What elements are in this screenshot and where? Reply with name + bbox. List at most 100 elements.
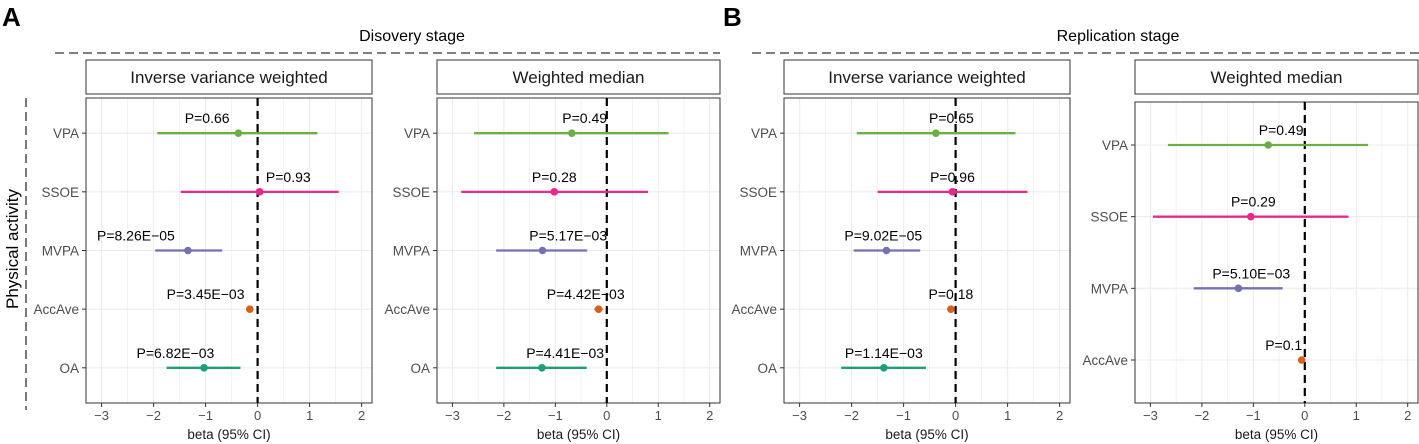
p-value-label: P=5.10E−03 <box>1212 265 1290 281</box>
beta-point <box>594 305 603 313</box>
stage-b-title: Replication stage <box>1057 28 1180 45</box>
p-value-label: P=0.49 <box>1259 122 1304 138</box>
panel-b-letter: B <box>723 2 742 32</box>
x-tick-label: 2 <box>1404 408 1411 423</box>
beta-point <box>1264 141 1273 149</box>
beta-point <box>538 364 546 372</box>
x-tick-label: 2 <box>358 408 365 423</box>
beta-point <box>550 188 559 196</box>
p-value-label: P=9.02E−05 <box>844 228 922 244</box>
p-value-label: P=0.93 <box>266 169 311 185</box>
y-tick-label: VPA <box>53 126 79 141</box>
x-tick-label: 0 <box>952 408 959 423</box>
x-axis-label: beta (95% CI) <box>537 427 620 442</box>
panel-title: Weighted median <box>513 68 645 87</box>
p-value-label: P=5.17E−03 <box>529 228 607 244</box>
p-value-label: P=0.1 <box>1265 337 1302 353</box>
plot-border <box>1134 101 1419 404</box>
x-tick-label: 1 <box>306 408 313 423</box>
y-tick-label: OA <box>757 361 777 376</box>
panel-title: Inverse variance weighted <box>828 68 1026 87</box>
y-tick-label: SSOE <box>392 185 430 200</box>
x-tick-label: 1 <box>1004 408 1011 423</box>
beta-point <box>184 246 192 255</box>
y-tick-label: VPA <box>1102 138 1128 153</box>
beta-point <box>882 246 891 255</box>
x-tick-label: 1 <box>655 408 662 423</box>
y-tick-label: AccAve <box>731 302 777 317</box>
y-tick-label: VPA <box>751 126 777 141</box>
beta-point <box>947 305 955 313</box>
y-tick-label: MVPA <box>393 244 430 259</box>
y-tick-label: VPA <box>404 126 430 141</box>
x-tick-label: −2 <box>496 408 511 423</box>
p-value-label: P=0.18 <box>929 286 974 302</box>
p-value-label: P=0.28 <box>532 169 577 185</box>
beta-point <box>246 305 254 313</box>
beta-point <box>932 129 940 137</box>
x-tick-label: −3 <box>1143 408 1158 423</box>
p-value-label: P=8.26E−05 <box>97 228 175 244</box>
beta-point <box>234 129 243 137</box>
y-tick-label: AccAve <box>1082 353 1128 368</box>
p-value-label: P=0.29 <box>1231 194 1276 210</box>
p-value-label: P=1.14E−03 <box>845 345 923 361</box>
beta-point <box>538 246 547 255</box>
x-axis-label: beta (95% CI) <box>1235 427 1318 442</box>
y-tick-label: OA <box>59 361 79 376</box>
x-tick-label: −3 <box>94 408 109 423</box>
x-tick-label: 0 <box>1301 408 1308 423</box>
x-tick-label: −1 <box>198 408 213 423</box>
y-tick-label: MVPA <box>1091 281 1128 296</box>
x-tick-label: −2 <box>844 408 859 423</box>
panel-strip <box>1134 59 1419 95</box>
p-value-label: P=6.82E−03 <box>137 345 215 361</box>
p-value-label: P=4.41E−03 <box>526 345 604 361</box>
beta-point <box>568 129 576 137</box>
y-tick-label: AccAve <box>384 302 430 317</box>
beta-point <box>1297 356 1306 364</box>
forest-panel-3: Inverse variance weighted −3 −2 −1 0 1 2 beta (… <box>731 59 1071 442</box>
p-value-label: P=0.96 <box>930 169 975 185</box>
x-tick-label: −2 <box>1194 408 1209 423</box>
x-tick-label: 0 <box>603 408 610 423</box>
x-tick-label: 1 <box>1353 408 1360 423</box>
panel-strip <box>85 59 373 95</box>
x-tick-label: −3 <box>445 408 460 423</box>
y-tick-label: OA <box>410 361 430 376</box>
panel-strip <box>783 59 1071 95</box>
beta-point <box>1246 212 1255 221</box>
x-tick-label: 2 <box>706 408 713 423</box>
y-group-label: Physical activity <box>3 189 22 309</box>
y-tick-label: SSOE <box>1090 210 1128 225</box>
panel-title: Inverse variance weighted <box>130 68 328 87</box>
x-tick-label: −1 <box>1246 408 1261 423</box>
p-value-label: P=4.42E−03 <box>547 286 625 302</box>
beta-point <box>200 364 208 372</box>
forest-panels: Inverse variance weighted −3 −2 −1 0 1 2 beta (… <box>33 59 1419 442</box>
p-value-label: P=0.66 <box>185 110 230 126</box>
y-tick-label: MVPA <box>42 244 79 259</box>
x-tick-label: 0 <box>254 408 261 423</box>
figure-header: A B Disovery stage Replication stage Phy… <box>2 2 1419 410</box>
x-tick-label: −1 <box>548 408 563 423</box>
beta-point <box>948 188 957 196</box>
y-tick-label: SSOE <box>41 185 79 200</box>
y-tick-label: AccAve <box>33 302 79 317</box>
beta-point <box>1234 284 1243 293</box>
beta-point <box>255 188 264 196</box>
x-axis-label: beta (95% CI) <box>885 427 968 442</box>
panel-a-letter: A <box>2 2 21 32</box>
forest-panel-2: Weighted median −3 −2 −1 0 1 2 beta (95% CI) VPA… <box>384 59 721 442</box>
forest-panel-4: Weighted median −3 −2 −1 0 1 2 beta (95% CI) VPA… <box>1082 59 1419 442</box>
x-tick-label: −1 <box>896 408 911 423</box>
p-value-label: P=0.49 <box>562 110 607 126</box>
p-value-label: P=0.65 <box>929 110 974 126</box>
panel-title: Weighted median <box>1211 68 1343 87</box>
x-tick-label: −2 <box>146 408 161 423</box>
y-tick-label: MVPA <box>740 244 777 259</box>
beta-point <box>880 364 888 372</box>
x-tick-label: −3 <box>792 408 807 423</box>
x-axis-label: beta (95% CI) <box>187 427 270 442</box>
p-value-label: P=3.45E−03 <box>167 286 245 302</box>
